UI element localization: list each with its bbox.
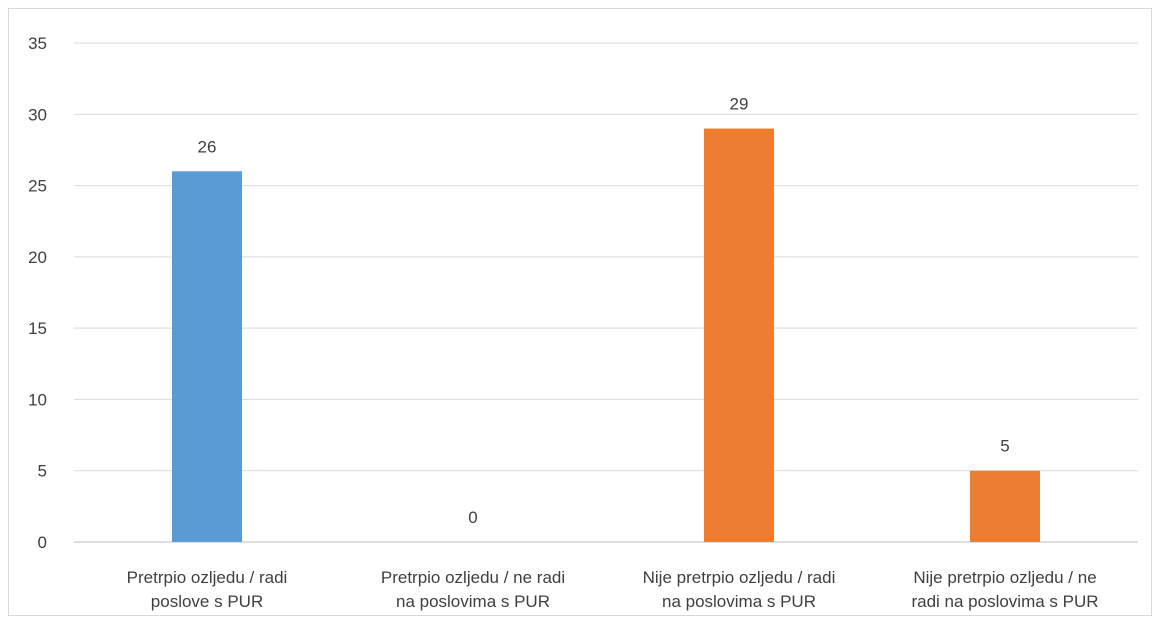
y-tick-label: 10 (28, 390, 47, 409)
category-label-line: Nije pretrpio ozljedu / radi (643, 568, 836, 587)
category-label: Pretrpio ozljedu / ne radi na poslovima s… (381, 568, 565, 611)
category-label: Pretrpio ozljedu / radi poslove s PUR (127, 568, 288, 611)
category-label-line: na poslovima s PUR (662, 592, 816, 611)
category-label-line: radi na poslovima s PUR (911, 592, 1098, 611)
y-axis-tick-labels: 0 5 10 15 20 25 30 35 (28, 34, 47, 552)
y-tick-label: 30 (28, 105, 47, 124)
y-tick-label: 25 (28, 177, 47, 196)
bar (172, 171, 242, 543)
category-label-line: Nije pretrpio ozljedu / ne (913, 568, 1096, 587)
category-label-line: Pretrpio ozljedu / ne radi (381, 568, 565, 587)
category-labels: Pretrpio ozljedu / radi poslove s PURPret… (127, 568, 1099, 611)
data-label: 5 (1000, 437, 1009, 456)
bar (970, 470, 1040, 542)
bars (172, 128, 1040, 543)
category-label: Nije pretrpio ozljedu / radi na poslovima… (643, 568, 836, 611)
data-label: 29 (730, 95, 749, 114)
category-label-line: Pretrpio ozljedu / radi (127, 568, 288, 587)
bar (704, 128, 774, 543)
data-label: 0 (468, 508, 477, 527)
data-labels: 26 0 29 5 (198, 95, 1010, 527)
y-tick-label: 35 (28, 34, 47, 53)
category-label-line: poslove s PUR (151, 592, 263, 611)
y-tick-label: 5 (38, 462, 47, 481)
y-tick-label: 20 (28, 248, 47, 267)
y-tick-label: 15 (28, 319, 47, 338)
category-label: Nije pretrpio ozljedu / ne radi na poslov… (911, 568, 1098, 611)
grid-lines (74, 42, 1138, 543)
category-label-line: na poslovima s PUR (396, 592, 550, 611)
data-label: 26 (198, 137, 217, 156)
y-tick-label: 0 (38, 533, 47, 552)
